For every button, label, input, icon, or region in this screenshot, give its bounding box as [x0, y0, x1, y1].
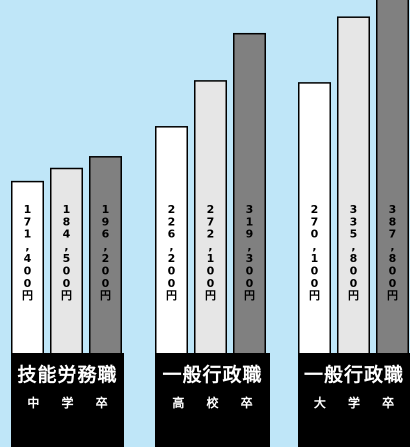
- category-subtitle: 中 学 卒: [27, 396, 117, 410]
- bar-1-1: [11, 180, 44, 356]
- bar-2-3: [233, 32, 266, 356]
- bar-3-3: [376, 0, 409, 356]
- bar-1-2: [50, 167, 83, 356]
- category-box-3: 一般行政職 大 学 卒: [298, 353, 410, 447]
- bar-3-2: [337, 16, 370, 356]
- bar-1-3: [89, 156, 122, 356]
- category-subtitle: 高 校 卒: [172, 396, 262, 410]
- category-subtitle: 大 学 卒: [313, 396, 404, 410]
- category-title: 一般行政職: [303, 364, 404, 386]
- category-box-1: 技能労務職 中 学 卒: [11, 353, 124, 447]
- category-box-2: 一般行政職 高 校 卒: [155, 353, 270, 447]
- category-title: 一般行政職: [162, 364, 263, 386]
- bar-2-2: [194, 80, 227, 356]
- category-title: 技能労務職: [17, 364, 118, 386]
